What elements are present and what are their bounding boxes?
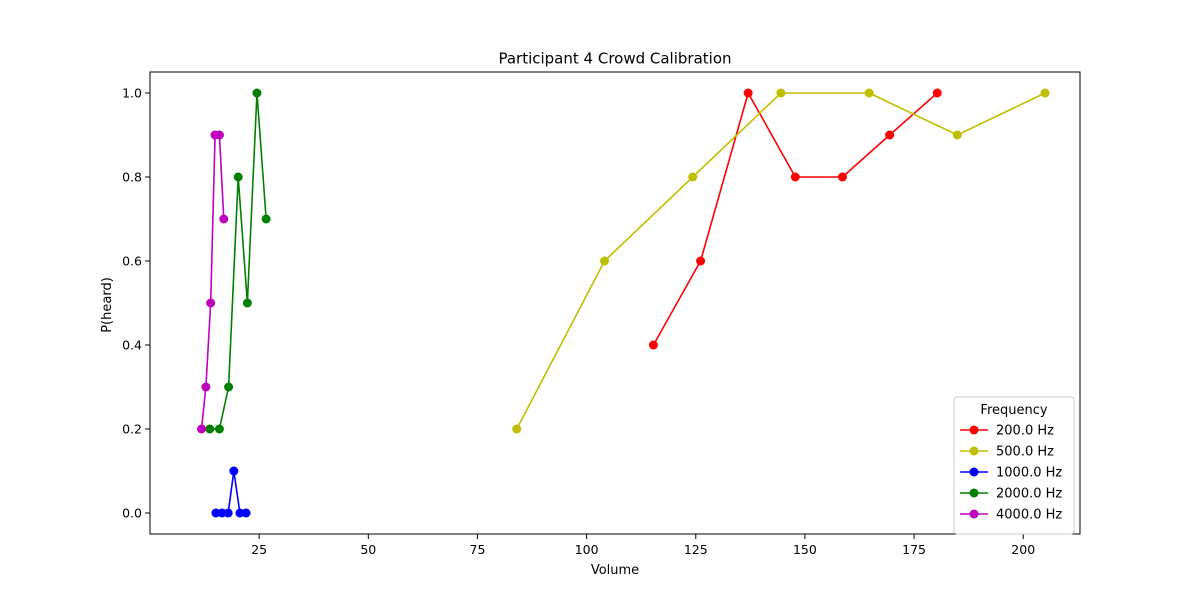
x-tick-label: 25: [251, 542, 267, 557]
x-tick-label: 50: [360, 542, 376, 557]
x-tick-label: 125: [684, 542, 708, 557]
y-tick-label: 1.0: [122, 86, 142, 101]
legend-swatch-marker: [969, 509, 979, 519]
data-point: [205, 424, 215, 434]
legend-label: 4000.0 Hz: [996, 508, 1062, 523]
legend-swatch-marker: [969, 425, 979, 435]
x-tick-label: 75: [470, 542, 486, 557]
legend-title: Frequency: [980, 403, 1047, 418]
data-point: [224, 382, 234, 392]
data-point: [1040, 88, 1050, 98]
data-point: [776, 88, 786, 98]
data-point: [214, 130, 224, 140]
series-line: [200, 134, 225, 430]
legend-swatch-marker: [969, 488, 979, 498]
data-point: [223, 508, 233, 518]
y-tick-label: 0.6: [122, 254, 142, 269]
data-point: [219, 214, 229, 224]
series-4000-0-hz: [197, 130, 229, 434]
data-point: [197, 424, 207, 434]
y-tick-label: 0.0: [122, 506, 142, 521]
y-tick-label: 0.4: [122, 338, 142, 353]
legend-entry: 2000.0 Hz: [960, 487, 1062, 502]
data-point: [229, 466, 239, 476]
y-axis-label: P(heard): [100, 277, 115, 333]
plot-area: 25 50 75 100 125 150 175 200 0.0 0.2 0.4 0.6 0.8 1.0: [122, 71, 1081, 557]
data-point: [252, 88, 262, 98]
legend-entry: 4000.0 Hz: [960, 508, 1062, 523]
legend-label: 2000.0 Hz: [996, 487, 1062, 502]
data-point: [790, 172, 800, 182]
legend-entry: 200.0 Hz: [960, 424, 1054, 439]
data-point: [743, 88, 753, 98]
data-point: [261, 214, 271, 224]
data-point: [952, 130, 962, 140]
data-point: [600, 256, 610, 266]
data-point: [233, 172, 243, 182]
y-tick-label: 0.8: [122, 170, 142, 185]
data-point: [241, 508, 251, 518]
data-point: [206, 298, 216, 308]
series-1000-0-hz: [211, 466, 251, 518]
data-point: [242, 298, 252, 308]
data-point: [214, 424, 224, 434]
x-tick-label: 200: [1011, 542, 1035, 557]
series-500-0-hz: [512, 88, 1050, 434]
legend-swatch-marker: [969, 467, 979, 477]
legend-swatch-marker: [969, 446, 979, 456]
series-200-0-hz: [648, 88, 942, 350]
x-axis-label: Volume: [591, 563, 639, 578]
x-tick-label: 100: [575, 542, 599, 557]
data-point: [201, 382, 211, 392]
data-point: [932, 88, 942, 98]
series-2000-0-hz: [205, 88, 271, 434]
data-point: [696, 256, 706, 266]
x-tick-label: 175: [902, 542, 926, 557]
x-tick-label: 150: [793, 542, 817, 557]
data-point: [688, 172, 698, 182]
legend-entry: 1000.0 Hz: [960, 466, 1062, 481]
data-point: [885, 130, 895, 140]
legend-label: 500.0 Hz: [996, 445, 1054, 460]
legend-box: [953, 396, 1075, 535]
data-point: [512, 424, 522, 434]
data-point: [837, 172, 847, 182]
axes-frame: [149, 71, 1081, 535]
y-tick-label: 0.2: [122, 422, 142, 437]
data-point: [864, 88, 874, 98]
legend: Frequency 200.0 Hz 500.0 Hz 1000.0 Hz 2000.0…: [953, 396, 1075, 535]
legend-label: 200.0 Hz: [996, 424, 1054, 439]
legend-entry: 500.0 Hz: [960, 445, 1054, 460]
legend-label: 1000.0 Hz: [996, 466, 1062, 481]
data-point: [648, 340, 658, 350]
chart-title: Participant 4 Crowd Calibration: [498, 50, 731, 68]
